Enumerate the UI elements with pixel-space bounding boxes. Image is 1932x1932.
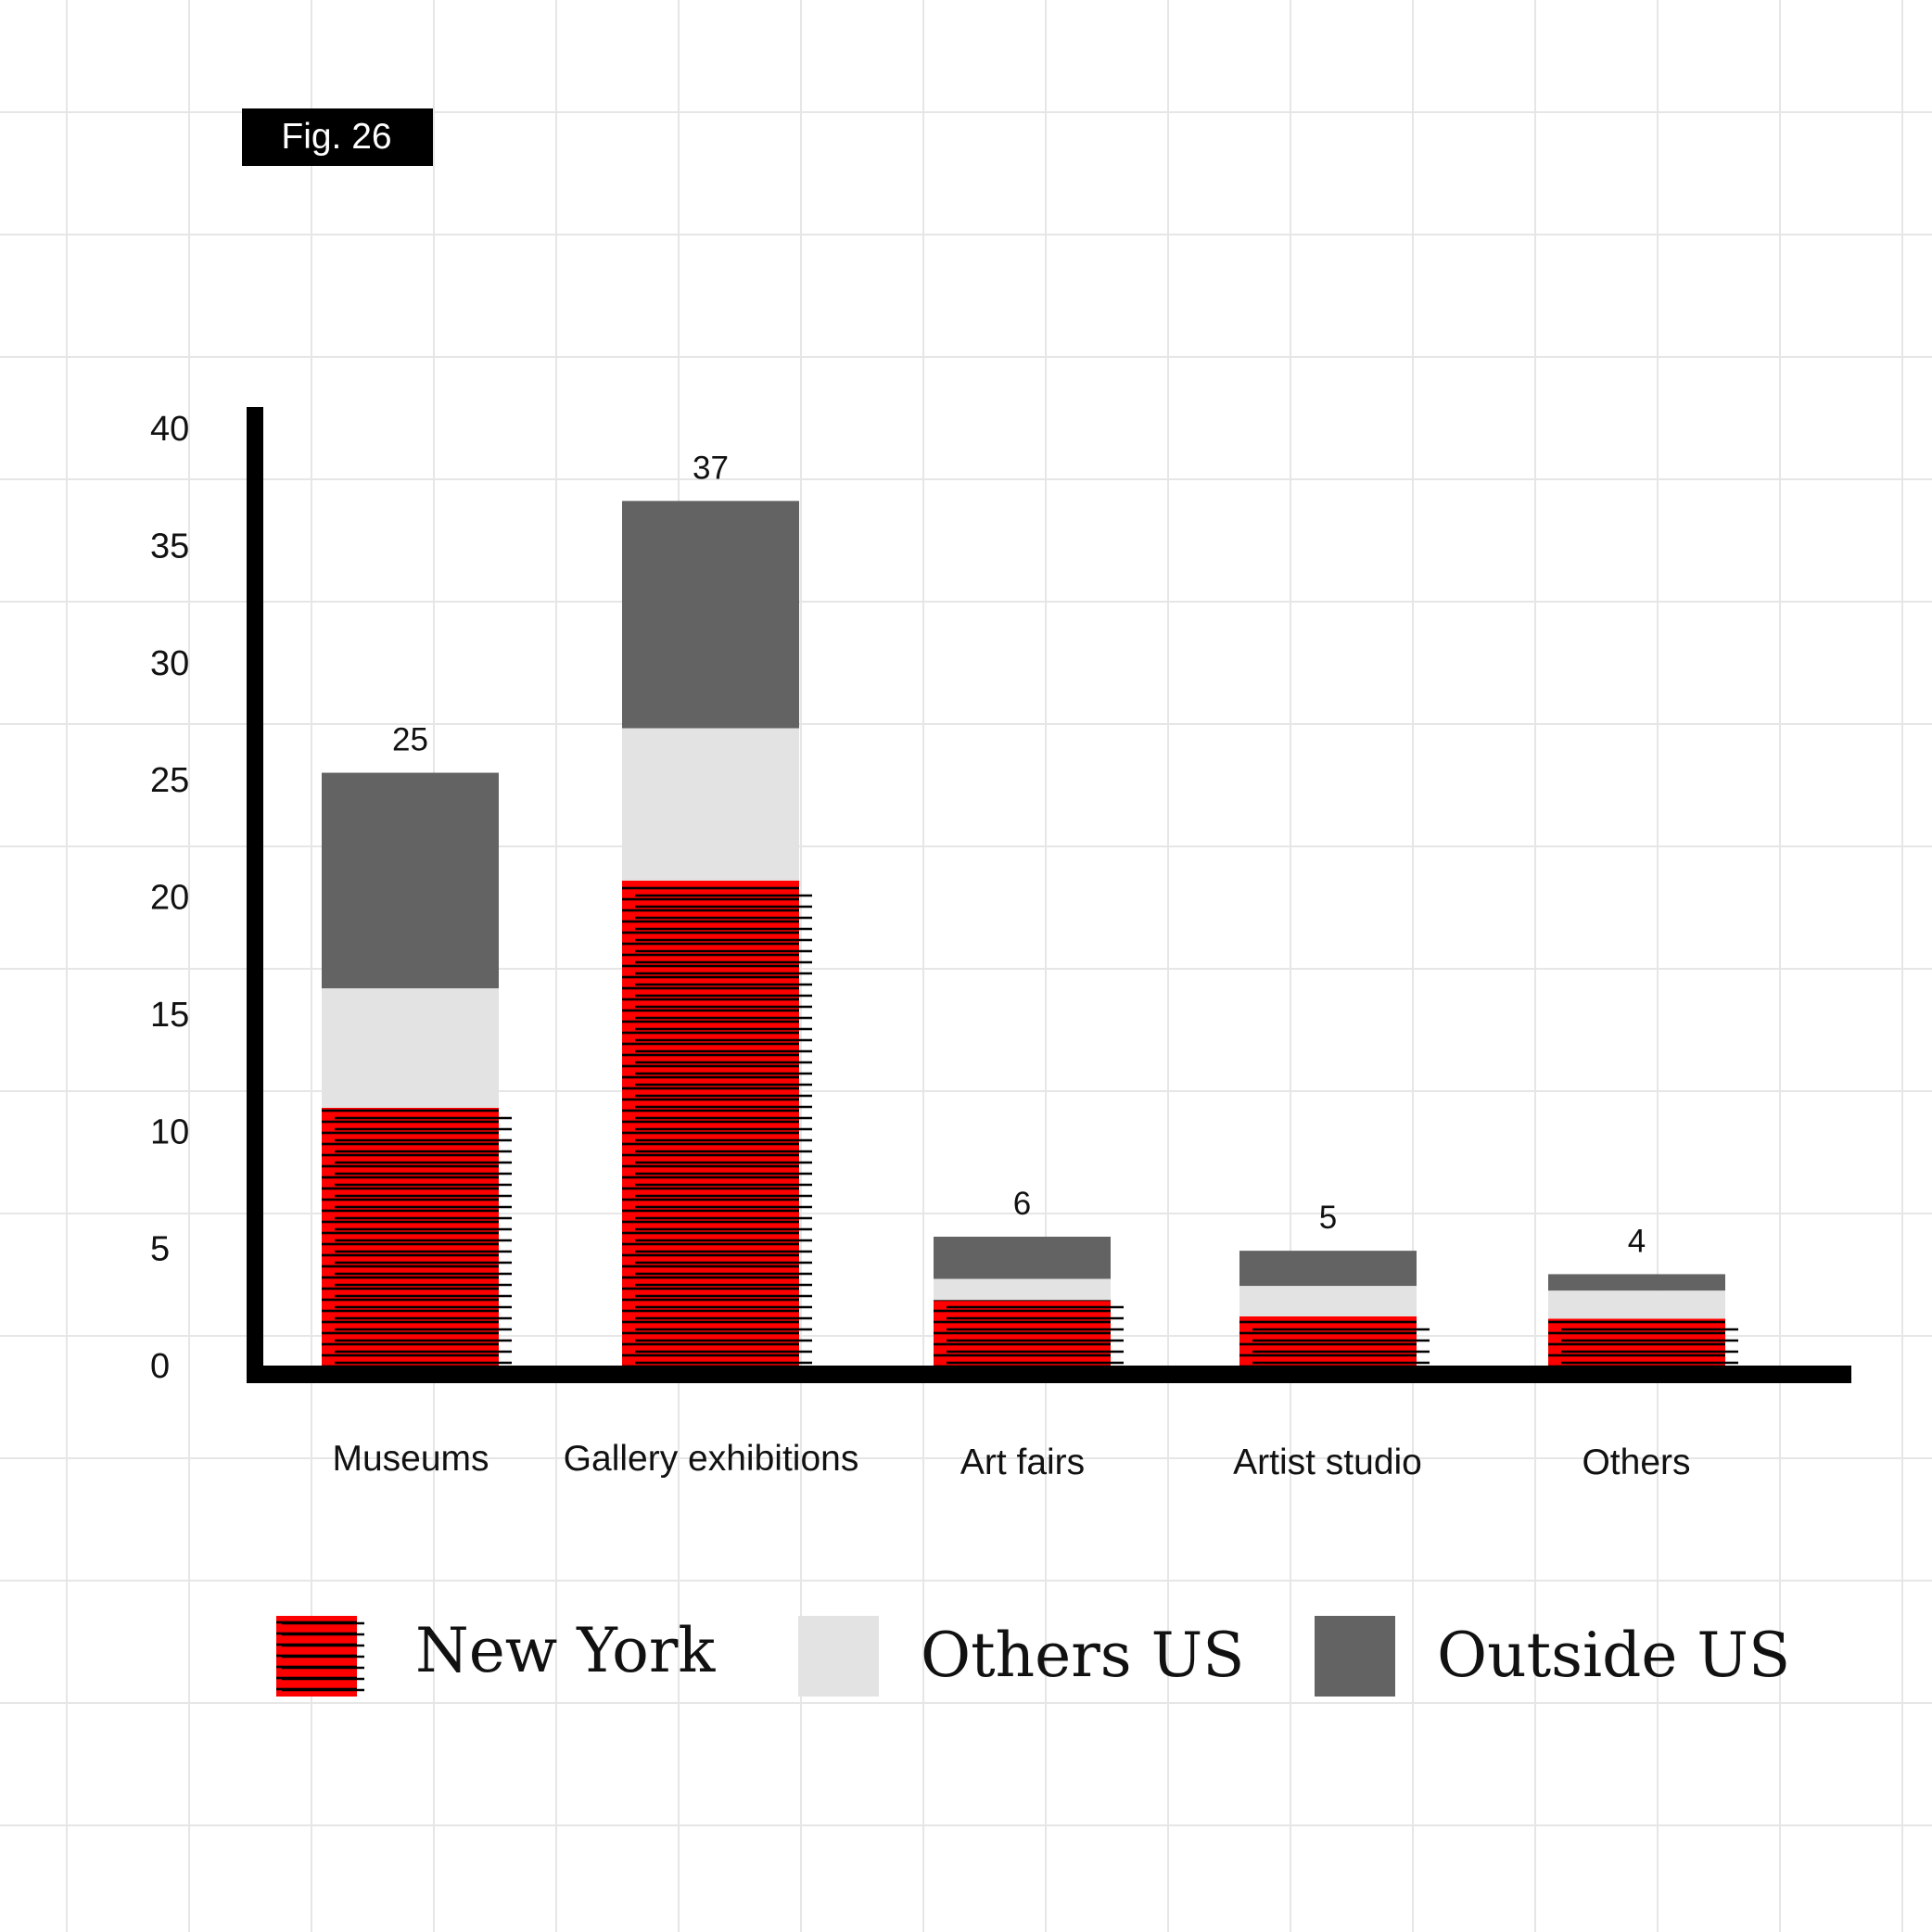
bar-segment-others-us bbox=[322, 988, 499, 1108]
x-category-label: Gallery exhibitions bbox=[564, 1439, 859, 1479]
x-category-label: Museums bbox=[332, 1439, 489, 1479]
legend-label: Outside US bbox=[1437, 1620, 1790, 1691]
y-tick-label: 40 bbox=[150, 410, 189, 449]
legend: New York Others US Outside US bbox=[276, 1615, 1790, 1697]
bar-total-label: 4 bbox=[1628, 1223, 1646, 1259]
legend-item: New York bbox=[276, 1615, 716, 1697]
bar-segment-new-york bbox=[1548, 1318, 1725, 1366]
figure-badge-background bbox=[242, 108, 433, 166]
legend-item: Others US bbox=[798, 1616, 1244, 1697]
bar-group: 4 bbox=[1548, 1223, 1738, 1366]
bar-group: 25 bbox=[322, 722, 512, 1366]
legend-item: Outside US bbox=[1315, 1616, 1790, 1697]
bars: 25 37 6 5 4 bbox=[322, 450, 1738, 1366]
bar-segment-others-us bbox=[1548, 1290, 1725, 1319]
figure-badge: Fig. 26 bbox=[242, 108, 433, 166]
legend-label: New York bbox=[415, 1615, 716, 1686]
x-category-label: Art fairs bbox=[960, 1443, 1085, 1482]
y-axis-line bbox=[247, 407, 263, 1382]
bar-segment-outside-us bbox=[1239, 1251, 1417, 1287]
bar-total-label: 37 bbox=[693, 450, 729, 486]
y-tick-label: 15 bbox=[150, 996, 189, 1035]
bar-segment-outside-us bbox=[622, 501, 799, 729]
axes bbox=[247, 407, 1851, 1383]
y-tick-label: 5 bbox=[150, 1230, 170, 1269]
bar-total-label: 25 bbox=[392, 722, 428, 758]
legend-swatch-others-us bbox=[798, 1616, 879, 1697]
bar-segment-others-us bbox=[1239, 1286, 1417, 1316]
y-tick-label: 25 bbox=[150, 761, 189, 800]
x-category-label: Others bbox=[1582, 1443, 1690, 1482]
bar-segment-outside-us bbox=[322, 772, 499, 989]
bar-group: 5 bbox=[1239, 1200, 1430, 1366]
y-tick-label: 35 bbox=[150, 527, 189, 566]
figure-label: Fig. 26 bbox=[281, 117, 391, 157]
bar-segment-new-york bbox=[322, 1107, 499, 1366]
bar-segment-new-york bbox=[622, 880, 799, 1366]
bar-group: 37 bbox=[622, 450, 812, 1366]
y-tick-label: 20 bbox=[150, 879, 189, 918]
labels: 0 5 10 15 20 25 30 35 40 Museums Gallery exhibitio… bbox=[150, 410, 1691, 1482]
y-tick-label: 10 bbox=[150, 1112, 189, 1151]
x-category-label: Artist studio bbox=[1233, 1443, 1422, 1482]
bar-total-label: 6 bbox=[1013, 1186, 1031, 1222]
legend-label: Others US bbox=[921, 1620, 1244, 1691]
bar-segment-new-york bbox=[934, 1300, 1111, 1366]
legend-swatch-outside-us bbox=[1315, 1616, 1395, 1697]
bar-segment-outside-us bbox=[934, 1236, 1111, 1279]
y-tick-label: 0 bbox=[150, 1347, 170, 1386]
bar-segment-outside-us bbox=[1548, 1274, 1725, 1291]
bar-segment-others-us bbox=[622, 728, 799, 881]
y-tick-label: 30 bbox=[150, 644, 189, 683]
bar-group: 6 bbox=[934, 1186, 1124, 1366]
bar-total-label: 5 bbox=[1319, 1200, 1337, 1236]
bar-segment-others-us bbox=[934, 1278, 1111, 1301]
x-axis-line bbox=[247, 1366, 1851, 1383]
